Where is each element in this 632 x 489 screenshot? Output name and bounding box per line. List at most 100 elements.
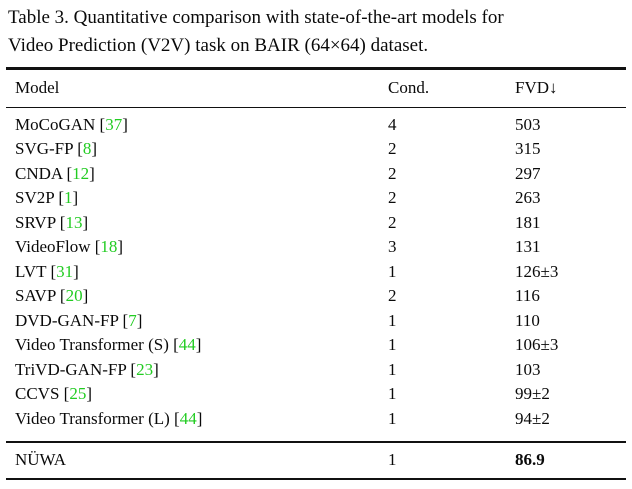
table-body: MoCoGAN [37] 4 503 SVG-FP [8] 2 315 CNDA… (6, 108, 626, 442)
citation-link[interactable]: 12 (72, 163, 90, 183)
fvd-value: 181 (515, 212, 541, 232)
citation-bracket-open: [ (174, 408, 180, 428)
cond-value: 2 (388, 188, 397, 208)
fvd-value: 315 (515, 139, 541, 159)
fvd-value: 86.9 (515, 450, 545, 470)
results-table: Model Cond. FVD↓ MoCoGAN [37] 4 503 SVG-… (6, 67, 626, 481)
citation-bracket-close: ] (136, 310, 143, 330)
final-row-separator-rule (6, 441, 626, 443)
cond-value: 1 (388, 310, 397, 330)
model-name: LVT (15, 261, 47, 281)
table-row: SRVP [13] 2 181 (6, 211, 626, 236)
table-row: SVG-FP [8] 2 315 (6, 137, 626, 162)
model-cell: TriVD-GAN-FP [23] (15, 358, 388, 383)
table-row: Video Transformer (S) [44] 1 106±3 (6, 333, 626, 358)
fvd-value: 126±3 (515, 261, 559, 281)
fvd-value: 110 (515, 310, 540, 330)
model-cell: SV2P [1] (15, 186, 388, 211)
citation-link[interactable]: 23 (136, 359, 154, 379)
cond-value: 1 (388, 384, 397, 404)
citation-bracket-close: ] (72, 188, 79, 208)
citation-link[interactable]: 37 (105, 114, 123, 134)
table-row: SAVP [20] 2 116 (6, 284, 626, 309)
model-cell: LVT [31] (15, 260, 388, 285)
model-cell: VideoFlow [18] (15, 235, 388, 260)
model-cell: SVG-FP [8] (15, 137, 388, 162)
model-cell: CCVS [25] (15, 382, 388, 407)
fvd-value: 297 (515, 163, 541, 183)
cond-value: 1 (388, 335, 397, 355)
table-caption: Table 3. Quantitative comparison with st… (0, 0, 632, 60)
cond-value: 2 (388, 286, 397, 306)
header-model: Model (15, 78, 60, 98)
model-name: NÜWA (15, 450, 66, 470)
header-fvd: FVD↓ (515, 78, 558, 98)
fvd-value: 103 (515, 359, 541, 379)
header-separator-rule (6, 106, 626, 108)
citation-link[interactable]: 44 (179, 408, 197, 428)
citation-bracket-open: [ (58, 188, 64, 208)
citation-bracket-open: [ (99, 114, 106, 134)
model-name: Video Transformer (S) (15, 335, 169, 355)
model-cell: CNDA [12] (15, 162, 388, 187)
cond-value: 1 (388, 261, 397, 281)
citation-bracket-close: ] (73, 261, 79, 281)
model-name: SV2P (15, 188, 55, 208)
table-row: DVD-GAN-FP [7] 1 110 (6, 309, 626, 334)
model-cell: DVD-GAN-FP [7] (15, 309, 388, 334)
table-row: LVT [31] 1 126±3 (6, 260, 626, 285)
model-cell: SRVP [13] (15, 211, 388, 236)
model-name: VideoFlow (15, 237, 91, 257)
citation-link[interactable]: 13 (65, 212, 83, 232)
table-row: Video Transformer (L) [44] 1 94±2 (6, 407, 626, 432)
citation-bracket-open: [ (63, 384, 70, 404)
caption-line-1: Table 3. Quantitative comparison with st… (8, 7, 504, 28)
citation-bracket-open: [ (50, 261, 57, 281)
model-name: SAVP (15, 286, 56, 306)
model-name: Video Transformer (L) (15, 408, 170, 428)
cond-value: 1 (388, 359, 397, 379)
model-name: CNDA (15, 163, 63, 183)
citation-bracket-close: ] (195, 335, 202, 355)
caption-line-2: Video Prediction (V2V) task on BAIR (64×… (8, 35, 429, 56)
citation-bracket-close: ] (89, 163, 95, 183)
citation-link[interactable]: 1 (63, 188, 73, 208)
citation-bracket-close: ] (117, 237, 124, 257)
table-top-rule (6, 67, 626, 70)
citation-link[interactable]: 18 (100, 237, 118, 257)
citation-bracket-close: ] (91, 139, 98, 159)
table-row: SV2P [1] 2 263 (6, 186, 626, 211)
fvd-value: 503 (515, 114, 541, 134)
citation-bracket-open: [ (94, 237, 101, 257)
citation-link[interactable]: 31 (56, 261, 74, 281)
citation-bracket-open: [ (66, 163, 73, 183)
table-header-row: Model Cond. FVD↓ (6, 70, 626, 107)
fvd-value: 263 (515, 188, 541, 208)
cond-value: 4 (388, 114, 397, 134)
table-row: CNDA [12] 2 297 (6, 162, 626, 187)
citation-link[interactable]: 44 (178, 335, 196, 355)
fvd-value: 94±2 (515, 408, 550, 428)
citation-bracket-open: [ (122, 310, 129, 330)
table-row: TriVD-GAN-FP [23] 1 103 (6, 358, 626, 383)
citation-link[interactable]: 8 (82, 139, 92, 159)
citation-link[interactable]: 20 (65, 286, 83, 306)
table-row: CCVS [25] 1 99±2 (6, 382, 626, 407)
model-cell: MoCoGAN [37] (15, 113, 388, 138)
model-cell: Video Transformer (S) [44] (15, 333, 388, 358)
citation-bracket-open: [ (130, 359, 137, 379)
citation-bracket-close: ] (86, 384, 93, 404)
fvd-value: 131 (515, 237, 541, 257)
header-cond: Cond. (388, 78, 430, 98)
citation-link[interactable]: 25 (69, 384, 87, 404)
model-name: SRVP (15, 212, 56, 232)
fvd-value: 106±3 (515, 335, 559, 355)
fvd-value: 99±2 (515, 384, 550, 404)
citation-link[interactable]: 7 (128, 310, 137, 330)
cond-value: 2 (388, 212, 397, 232)
model-name: CCVS (15, 384, 60, 404)
citation-bracket-close: ] (122, 114, 128, 134)
citation-bracket-close: ] (82, 286, 89, 306)
fvd-value: 116 (515, 286, 540, 306)
table-row: MoCoGAN [37] 4 503 (6, 113, 626, 138)
